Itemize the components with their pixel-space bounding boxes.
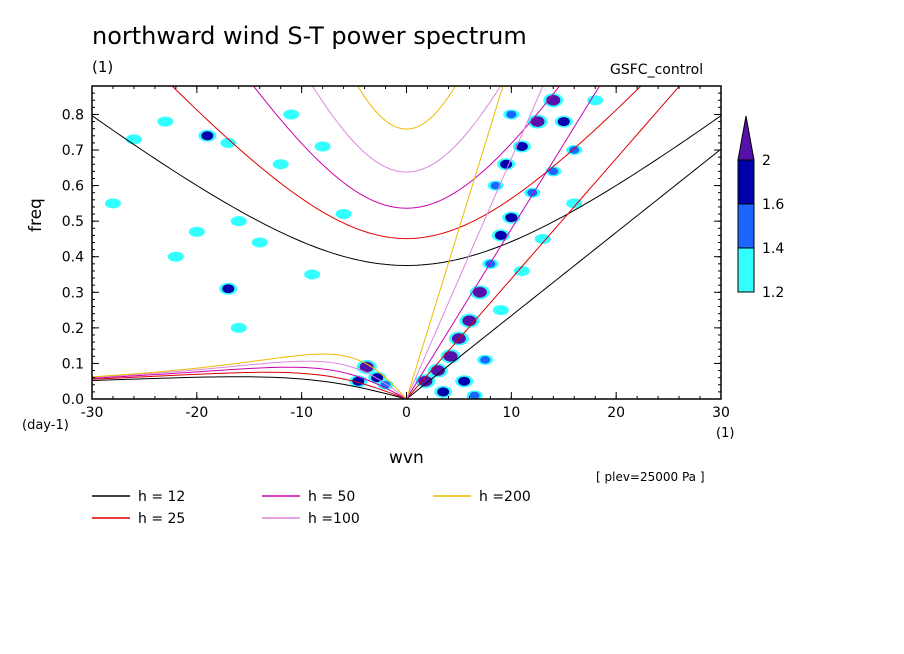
colorbar: 1.2 1.4 1.6 2 xyxy=(737,115,784,301)
spectral-blob xyxy=(506,110,517,119)
spectral-blob xyxy=(233,217,244,225)
spectral-blob xyxy=(500,159,513,169)
y-tick-label: 0.1 xyxy=(62,356,84,372)
chart-title: northward wind S-T power spectrum xyxy=(92,22,527,50)
legend-label: h = 50 xyxy=(308,489,355,505)
y-tick-label: 0.6 xyxy=(62,179,84,195)
top-unit-label: (1) xyxy=(92,58,114,76)
spectral-blob xyxy=(275,160,286,168)
spectral-blob xyxy=(590,96,601,104)
y-tick-label: 0.5 xyxy=(62,214,84,230)
spectral-blob xyxy=(490,181,501,190)
spectral-blob xyxy=(418,375,433,387)
spectral-blob xyxy=(537,235,548,243)
kelvin-wave-curve xyxy=(406,86,504,399)
spectral-blob xyxy=(480,356,491,364)
spectral-blob xyxy=(569,146,580,154)
spectral-power-contours xyxy=(104,93,604,399)
dispersion-curves xyxy=(92,86,721,399)
spectral-blob xyxy=(548,167,559,176)
y-tick-label: 0.8 xyxy=(62,107,84,123)
colorbar-arrow xyxy=(737,115,755,161)
spectral-blob xyxy=(107,199,118,208)
x-tick-label: 0 xyxy=(402,405,411,421)
spectral-blob xyxy=(443,351,458,362)
spectral-blob xyxy=(430,365,445,376)
plot-frame xyxy=(91,85,722,400)
y-tick-label: 0.4 xyxy=(62,250,84,266)
spectral-blob xyxy=(472,287,487,298)
kelvin-wave-curve xyxy=(406,86,544,399)
spectral-blob xyxy=(233,324,244,332)
y-tick-label: 0.2 xyxy=(62,321,84,337)
y-unit-label: (day-1) xyxy=(22,418,69,433)
inertia-gravity-curve xyxy=(311,86,502,173)
spectral-blob xyxy=(160,117,171,126)
spectral-blob xyxy=(569,199,580,208)
kelvin-wave-curve xyxy=(406,148,721,399)
spectral-blob xyxy=(307,270,318,279)
legend-label: h = 12 xyxy=(138,489,185,505)
inertia-gravity-curve xyxy=(92,115,721,266)
x-tick-label: 20 xyxy=(607,405,625,421)
colorbar-label: 1.4 xyxy=(762,241,784,257)
y-tick-label: 0.0 xyxy=(62,392,84,408)
legend-label: h =200 xyxy=(479,489,531,505)
x-unit-label: (1) xyxy=(716,426,735,441)
spectral-blob xyxy=(469,391,480,399)
spectral-blob xyxy=(530,116,545,127)
axis-ticks: -30 -20 -10 0 10 20 30 0.0 0.1 0.2 0.3 0.4 0.5 0.6 0.7… xyxy=(62,86,730,421)
inertia-gravity-curve xyxy=(357,86,456,130)
spectral-blob xyxy=(495,306,506,314)
spectral-blob xyxy=(359,361,374,373)
spectral-blob xyxy=(254,238,265,247)
rossby-wave-curve xyxy=(92,353,407,399)
spectral-blob xyxy=(557,117,570,127)
x-tick-label: -10 xyxy=(290,405,313,421)
x-tick-label: -20 xyxy=(185,405,208,421)
colorbar-segment xyxy=(737,159,755,205)
rossby-wave-curve xyxy=(92,371,407,399)
x-axis-label: wvn xyxy=(389,448,424,468)
spectral-blob xyxy=(317,142,328,151)
inertia-gravity-curve xyxy=(171,86,642,240)
spectral-blob xyxy=(128,135,139,144)
spectral-blob xyxy=(286,110,297,119)
colorbar-segment xyxy=(737,203,755,249)
spectral-blob xyxy=(494,230,507,240)
spectral-blob xyxy=(380,381,391,389)
rossby-wave-curve xyxy=(92,376,407,399)
spectral-blob xyxy=(458,376,471,386)
spectral-blob xyxy=(338,210,349,218)
pressure-level-label: [ plev=25000 Pa ] xyxy=(596,470,705,484)
colorbar-label: 2 xyxy=(762,153,771,169)
legend-label: h =100 xyxy=(308,511,360,527)
kelvin-wave-curve xyxy=(406,86,601,399)
rossby-wave-curve xyxy=(92,360,407,399)
spectral-blob xyxy=(201,131,214,141)
y-tick-label: 0.3 xyxy=(62,285,84,301)
x-tick-label: 30 xyxy=(712,405,730,421)
inertia-gravity-curve xyxy=(252,86,561,209)
x-tick-label: 10 xyxy=(502,405,520,421)
legend-label: h = 25 xyxy=(138,511,185,527)
y-tick-label: 0.7 xyxy=(62,143,84,159)
x-tick-label: -30 xyxy=(81,405,104,421)
colorbar-label: 1.6 xyxy=(762,197,784,213)
spectral-blob xyxy=(191,228,202,236)
legend: h = 12 h = 25 h = 50 h =100 h =200 xyxy=(92,489,531,527)
kelvin-wave-curve xyxy=(406,86,681,399)
spectral-blob xyxy=(505,213,518,223)
model-name: GSFC_control xyxy=(610,62,704,78)
colorbar-segment xyxy=(737,247,755,293)
spectral-blob xyxy=(515,141,528,151)
spectral-blob xyxy=(437,387,450,397)
rossby-wave-curve xyxy=(92,366,407,399)
colorbar-label: 1.2 xyxy=(762,285,784,301)
spectral-blob xyxy=(170,252,181,261)
spectral-blob xyxy=(222,284,235,294)
